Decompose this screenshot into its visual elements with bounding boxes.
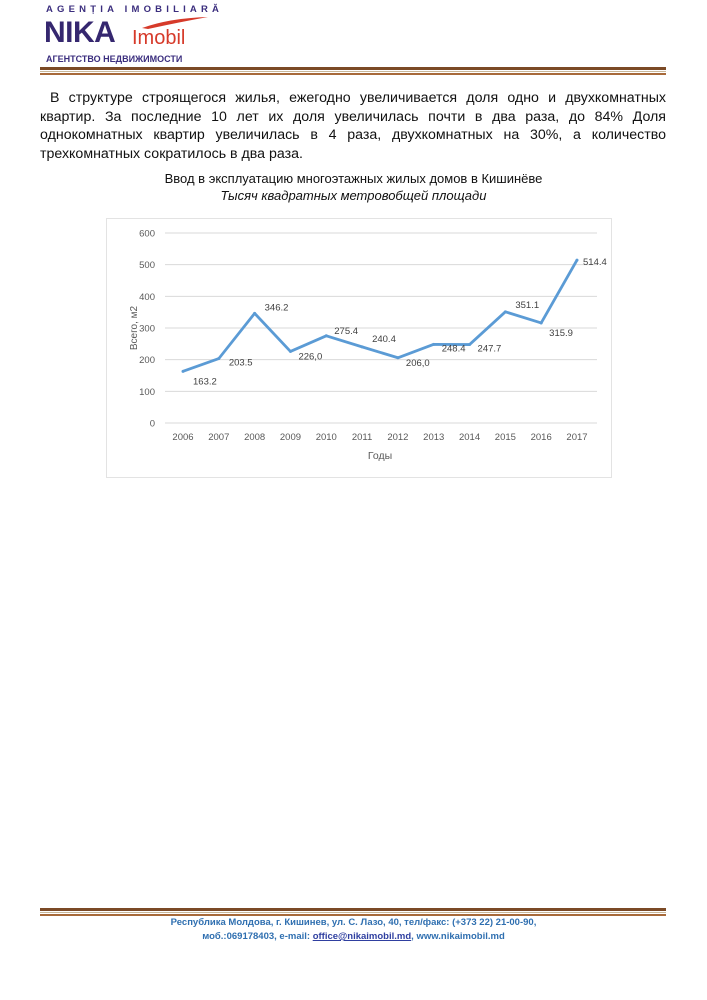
data-label: 206,0 xyxy=(406,358,430,369)
data-point xyxy=(503,310,507,314)
x-tick-label: 2011 xyxy=(352,432,372,443)
website-link[interactable]: www.nikaimobil.md xyxy=(416,931,505,942)
footer-divider xyxy=(40,908,666,916)
x-tick-label: 2007 xyxy=(208,432,229,443)
logo-imobil-text: Imobil xyxy=(132,27,186,49)
x-tick-label: 2008 xyxy=(244,432,265,443)
chart-title: Ввод в эксплуатацию многоэтажных жилых д… xyxy=(164,171,543,186)
logo-bottom-text: АГЕНТСТВО НЕДВИЖИМОСТИ xyxy=(46,54,183,64)
y-axis-label: Всего, м2 xyxy=(129,305,140,350)
data-label: 514.4 xyxy=(583,257,607,268)
data-point xyxy=(432,342,436,346)
data-label: 315.9 xyxy=(549,328,573,339)
chart-subtitle: Тысяч квадратных метровобщей площади xyxy=(220,188,487,203)
data-label: 163.2 xyxy=(193,376,217,387)
data-label: 275.4 xyxy=(334,326,358,337)
data-point xyxy=(217,357,221,361)
data-label: 247.7 xyxy=(478,344,502,355)
footer-phone: моб.:069178403, e-mail: xyxy=(202,931,313,942)
data-label: 240.4 xyxy=(372,334,396,345)
data-point xyxy=(181,369,185,373)
footer-address: Республика Молдова, г. Кишинев, ул. С. Л… xyxy=(0,916,707,944)
body-paragraph: В структуре строящегося жилья, ежегодно … xyxy=(40,90,666,162)
x-tick-label: 2009 xyxy=(280,432,301,443)
y-tick-label: 200 xyxy=(139,355,155,366)
x-tick-label: 2006 xyxy=(172,432,193,443)
logo-nika-text: NIKA xyxy=(44,16,116,49)
x-tick-label: 2014 xyxy=(459,432,480,443)
logo-swoosh-icon xyxy=(142,17,208,29)
footer-separator: , xyxy=(411,931,417,942)
footer-line-1: Республика Молдова, г. Кишинев, ул. С. Л… xyxy=(170,917,537,928)
data-point xyxy=(253,311,257,315)
y-tick-label: 100 xyxy=(139,387,155,398)
y-tick-label: 300 xyxy=(139,324,155,335)
data-label: 351.1 xyxy=(515,300,539,311)
data-point xyxy=(288,349,292,353)
data-point xyxy=(324,334,328,338)
data-line xyxy=(182,259,579,373)
chart-svg: 0 100 200 300 400 500 600 2006 2007 2008 2009 2010 2… xyxy=(129,229,607,463)
y-tick-label: 0 xyxy=(150,419,155,430)
email-link[interactable]: office@nikaimobil.md xyxy=(312,931,412,942)
data-point xyxy=(575,258,579,262)
x-tick-label: 2013 xyxy=(423,432,444,443)
data-label: 203.5 xyxy=(229,358,253,369)
y-tick-label: 400 xyxy=(139,292,155,303)
x-tick-label: 2010 xyxy=(316,432,337,443)
x-tick-label: 2017 xyxy=(566,432,587,443)
data-point xyxy=(468,343,472,347)
x-axis-label: Годы xyxy=(368,450,392,462)
x-tick-label: 2012 xyxy=(387,432,408,443)
data-label: 346.2 xyxy=(265,302,289,313)
data-point xyxy=(539,321,543,325)
company-logo: AGENȚIA IMOBILIARĂ NIKA Imobil АГЕНТСТВО… xyxy=(40,2,220,66)
footer-line-2: моб.:069178403, e-mail: office@nikaimobi… xyxy=(0,930,707,944)
x-tick-label: 2015 xyxy=(495,432,516,443)
data-point xyxy=(396,356,400,360)
data-label: 226,0 xyxy=(298,351,322,362)
logo-top-text: AGENȚIA IMOBILIARĂ xyxy=(46,4,224,15)
y-tick-label: 600 xyxy=(139,229,155,240)
data-label: 248.4 xyxy=(442,343,466,354)
line-chart: 0 100 200 300 400 500 600 2006 2007 2008 2009 2010 2… xyxy=(106,218,612,478)
x-tick-label: 2016 xyxy=(531,432,552,443)
header-divider xyxy=(40,67,666,75)
y-tick-label: 500 xyxy=(139,260,155,271)
data-point xyxy=(360,345,364,349)
